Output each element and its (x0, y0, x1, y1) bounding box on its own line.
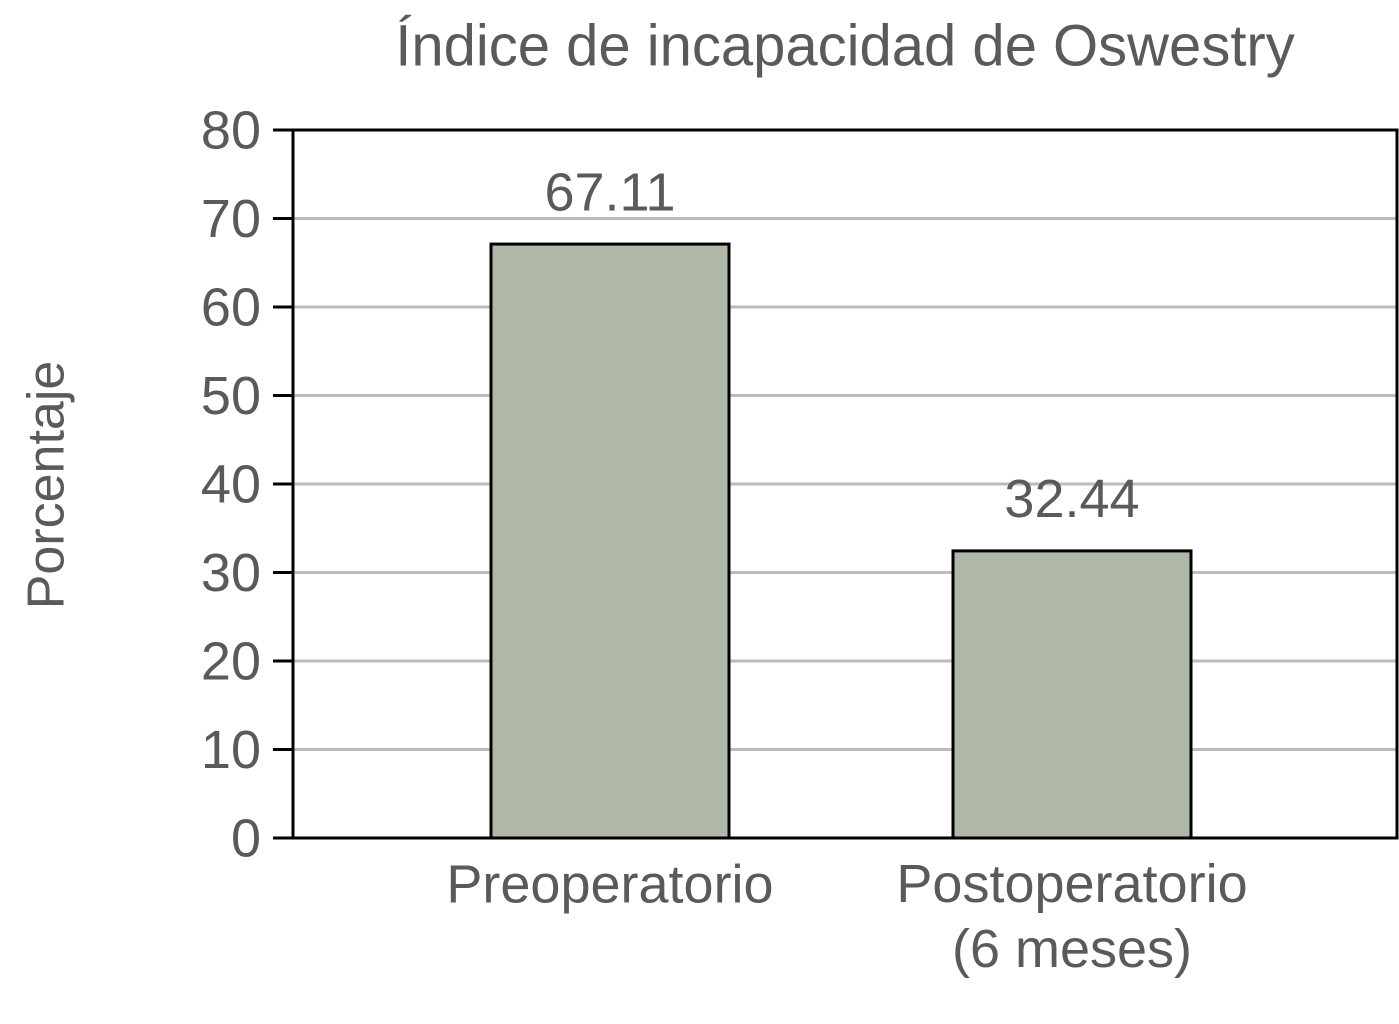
y-tick-label: 70 (201, 189, 261, 249)
plot-frame (291, 128, 1399, 840)
y-tick-label: 60 (201, 277, 261, 337)
x-tick-label: Postoperatorio (6 meses) (896, 854, 1247, 979)
value-label: 67.11 (544, 162, 675, 222)
y-tick-label: 20 (201, 631, 261, 691)
y-tick-label: 10 (201, 720, 261, 780)
y-tick-label: 0 (231, 808, 261, 868)
bar (951, 549, 1193, 840)
y-tick-label: 30 (201, 543, 261, 603)
y-tick-label: 80 (201, 100, 261, 160)
y-axis-label: Porcentaje (18, 361, 76, 610)
y-tick-label: 40 (201, 454, 261, 514)
x-tick-label: Preoperatorio (446, 854, 773, 914)
bar (489, 242, 731, 840)
chart-title: Índice de incapacidad de Oswestry (395, 13, 1295, 78)
value-label: 32.44 (1004, 469, 1139, 529)
y-tick-label: 50 (201, 366, 261, 426)
